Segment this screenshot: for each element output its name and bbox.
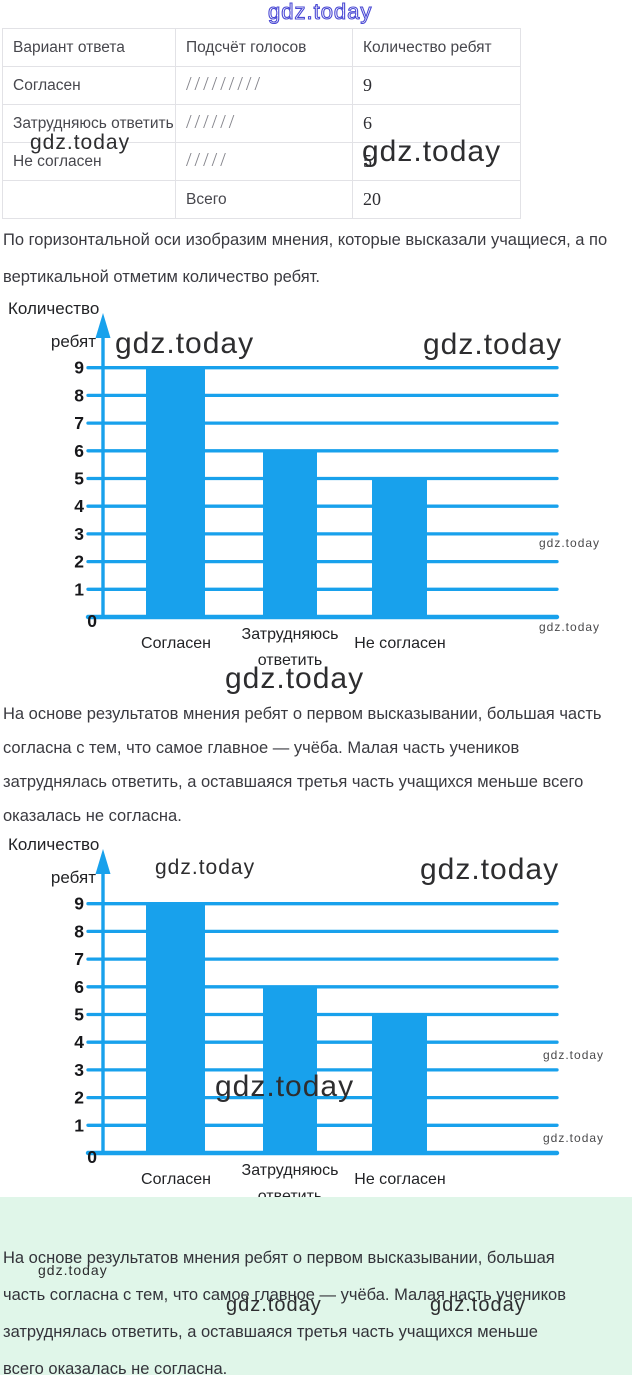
table-row-disagree: Не согласен ///// 5: [3, 142, 520, 180]
bar-chart-1: 01 2 3 4 5 6 7 8 9 Согласен Затрудняюсь ответить Не …: [8, 299, 560, 669]
bar: [372, 478, 427, 617]
y-tick-label: 6: [74, 977, 84, 997]
y-tick-label: 0: [87, 611, 97, 631]
y-tick-label: 4: [74, 1032, 84, 1052]
bar-chart-2: 0123456789СогласенЗатрудняюсьответитьНе …: [8, 835, 560, 1205]
y-tick-label: 6: [74, 441, 84, 461]
tally-marks: /////: [186, 149, 229, 171]
y-tick-label: 9: [74, 358, 84, 378]
x-category-label: Не согласен: [354, 1171, 445, 1188]
y-tick-label: 0: [87, 1147, 97, 1167]
y-tick-label: 1: [74, 1115, 84, 1135]
table-row-total: Всего 20: [3, 180, 520, 218]
x-category-label: ответить: [258, 652, 323, 669]
y-tick-label: 4: [74, 496, 84, 516]
count-value: 5: [363, 151, 372, 171]
paragraph-axes-description: По горизонтальной оси изобразим мнения, …: [3, 231, 608, 286]
option-label: Затрудняюсь ответить: [13, 114, 174, 132]
count-value: 20: [363, 189, 381, 209]
x-category-label: Затрудняюсь: [242, 626, 339, 643]
paragraph-conclusion: На основе результатов мнения ребят о пер…: [3, 705, 602, 825]
y-axis-title: Количество: [8, 299, 99, 318]
header-answer-option: Вариант ответа: [13, 38, 125, 56]
y-axis-arrow: [95, 313, 111, 338]
count-value: 9: [363, 75, 372, 95]
table-row-undecided: Затрудняюсь ответить ////// 6: [3, 104, 520, 142]
y-tick-label: 1: [74, 579, 84, 599]
y-tick-label: 3: [74, 524, 84, 544]
header-vote-tally: Подсчёт голосов: [186, 38, 307, 56]
y-tick-label: 8: [74, 385, 84, 405]
bar: [146, 367, 205, 617]
count-value: 6: [363, 113, 372, 133]
y-tick-label: 3: [74, 1060, 84, 1080]
paragraph-conclusion-highlighted: На основе результатов мнения ребят о пер…: [3, 1249, 566, 1375]
watermark: gdz.today: [267, 0, 373, 24]
bar: [263, 986, 317, 1153]
y-axis-title: Количество: [8, 835, 99, 854]
y-tick-label: 5: [74, 469, 84, 489]
x-category-label: Согласен: [141, 1171, 211, 1188]
y-axis-arrow: [95, 849, 111, 874]
y-tick-label: 8: [74, 921, 84, 941]
table-row-agree: Согласен ///////// 9: [3, 66, 520, 104]
option-label: Согласен: [13, 76, 81, 94]
bar: [263, 450, 317, 617]
conclusion-panel: [0, 1197, 632, 1375]
tally-marks: /////////: [186, 73, 264, 95]
x-category-label: Затрудняюсь: [242, 1162, 339, 1179]
tally-marks: //////: [186, 111, 238, 133]
bar: [372, 1014, 427, 1153]
x-category-label: Не согласен: [354, 635, 445, 652]
y-axis-title: ребят: [51, 332, 96, 351]
y-tick-label: 2: [74, 552, 84, 572]
results-table: Вариант ответа Подсчёт голосов Количеств…: [2, 28, 521, 219]
bar: [146, 903, 205, 1153]
x-category-label: Согласен: [141, 635, 211, 652]
table-header-row: Вариант ответа Подсчёт голосов Количеств…: [3, 29, 520, 66]
y-tick-label: 9: [74, 894, 84, 914]
option-label: Не согласен: [13, 152, 102, 170]
y-tick-label: 7: [74, 413, 84, 433]
y-tick-label: 2: [74, 1088, 84, 1108]
total-label: Всего: [186, 190, 227, 208]
header-kids-count: Количество ребят: [363, 38, 492, 56]
y-tick-label: 5: [74, 1005, 84, 1025]
y-tick-label: 7: [74, 949, 84, 969]
y-axis-title: ребят: [51, 868, 96, 887]
